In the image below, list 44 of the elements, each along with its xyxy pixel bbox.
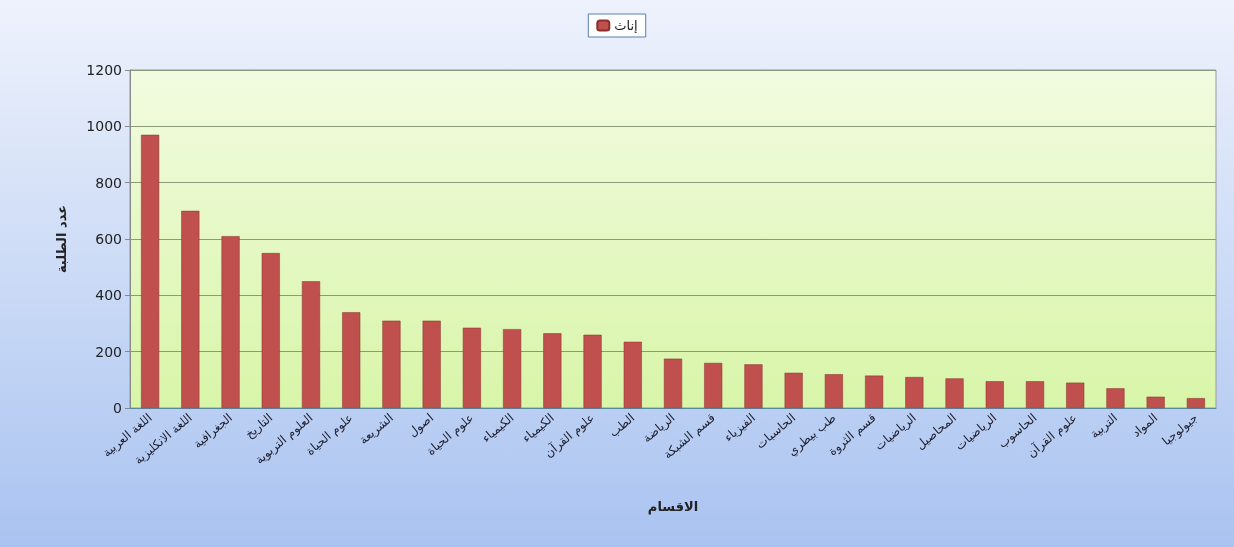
x-tick-label: الكيمياء: [479, 410, 517, 446]
bar: [784, 372, 803, 408]
bar: [1025, 381, 1045, 408]
bar: [744, 364, 763, 408]
bar: [503, 329, 522, 408]
y-tick-label: 800: [95, 174, 122, 191]
x-axis-title: الاقسام: [647, 499, 699, 515]
bar: [945, 378, 964, 408]
x-tick-label: الطب: [606, 410, 638, 440]
x-tick-label: التربية: [1087, 410, 1121, 442]
bar: [1186, 398, 1205, 408]
x-tick-label: المواد: [1129, 410, 1161, 441]
y-tick-label: 400: [95, 287, 122, 304]
y-tick-label: 1000: [86, 118, 122, 135]
bar: [985, 381, 1004, 408]
bar: [422, 320, 441, 408]
bar: [342, 312, 361, 408]
bar: [1146, 396, 1165, 408]
bar: [824, 374, 843, 408]
bar: [462, 327, 481, 408]
y-tick-label: 1200: [86, 62, 122, 78]
bar: [623, 341, 642, 408]
y-tick-label: 200: [95, 343, 122, 360]
bar: [704, 362, 723, 408]
y-tick-label: 600: [95, 231, 122, 247]
x-tick-label: الشريعة: [356, 410, 397, 448]
bar: [543, 333, 562, 408]
bar: [382, 320, 401, 408]
bar: [221, 236, 240, 408]
bar: [141, 134, 160, 408]
y-tick-label: 0: [113, 400, 122, 416]
bar: [181, 210, 200, 408]
bar: [663, 358, 683, 408]
bar: [1066, 382, 1085, 408]
bar: [905, 377, 924, 408]
x-tick-label: جيولوجيا: [1159, 410, 1202, 449]
bar: [301, 281, 321, 408]
bar: [865, 375, 884, 408]
bar: [583, 334, 602, 408]
x-tick-label: الفيزياء: [721, 410, 759, 446]
y-axis-title: عدد الطلبة: [54, 204, 69, 274]
bar: [261, 253, 280, 408]
bar: [1106, 388, 1125, 408]
legend-label: إناث: [614, 18, 638, 33]
